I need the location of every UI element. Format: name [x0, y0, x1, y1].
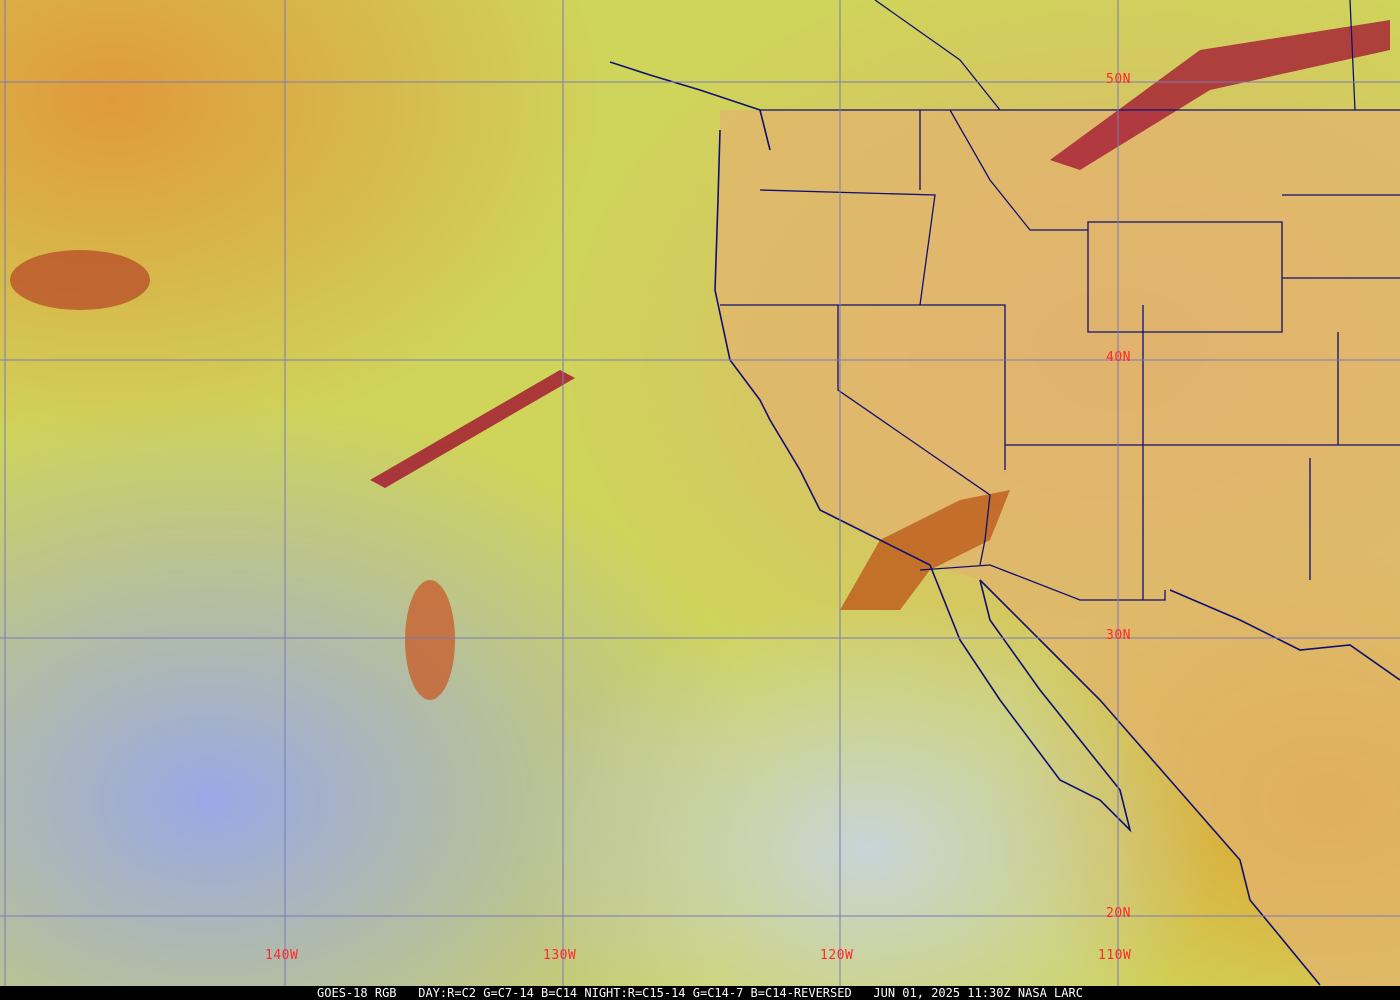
cold-cloud-canada — [1050, 20, 1390, 170]
cold-cloud-band — [370, 370, 575, 488]
lon-label-120w: 120W — [820, 948, 854, 963]
rgb-recipe: DAY:R=C2 G=C7-14 B=C14 NIGHT:R=C15-14 G=… — [418, 986, 852, 1000]
source: NASA LARC — [1017, 986, 1083, 1000]
lon-label-130w: 130W — [543, 948, 577, 963]
satellite-name: GOES-18 RGB — [317, 986, 397, 1000]
lon-label-110w: 110W — [1098, 948, 1132, 963]
cold-cloud-nw — [10, 250, 150, 310]
lat-label-50n: 50N — [1106, 72, 1131, 87]
timestamp: JUN 01, 2025 11:30Z — [873, 986, 1011, 1000]
cold-cloud-sw-california — [840, 490, 1010, 610]
state-borders — [720, 0, 1400, 601]
lon-label-140w: 140W — [265, 948, 299, 963]
lat-label-40n: 40N — [1106, 350, 1131, 365]
lat-label-30n: 30N — [1106, 628, 1131, 643]
lat-label-20n: 20N — [1106, 906, 1131, 921]
coastlines — [609, 61, 1400, 986]
image-caption-bar: GOES-18 RGB DAY:R=C2 G=C7-14 B=C14 NIGHT… — [0, 986, 1400, 1000]
cloud-cluster — [405, 580, 455, 700]
